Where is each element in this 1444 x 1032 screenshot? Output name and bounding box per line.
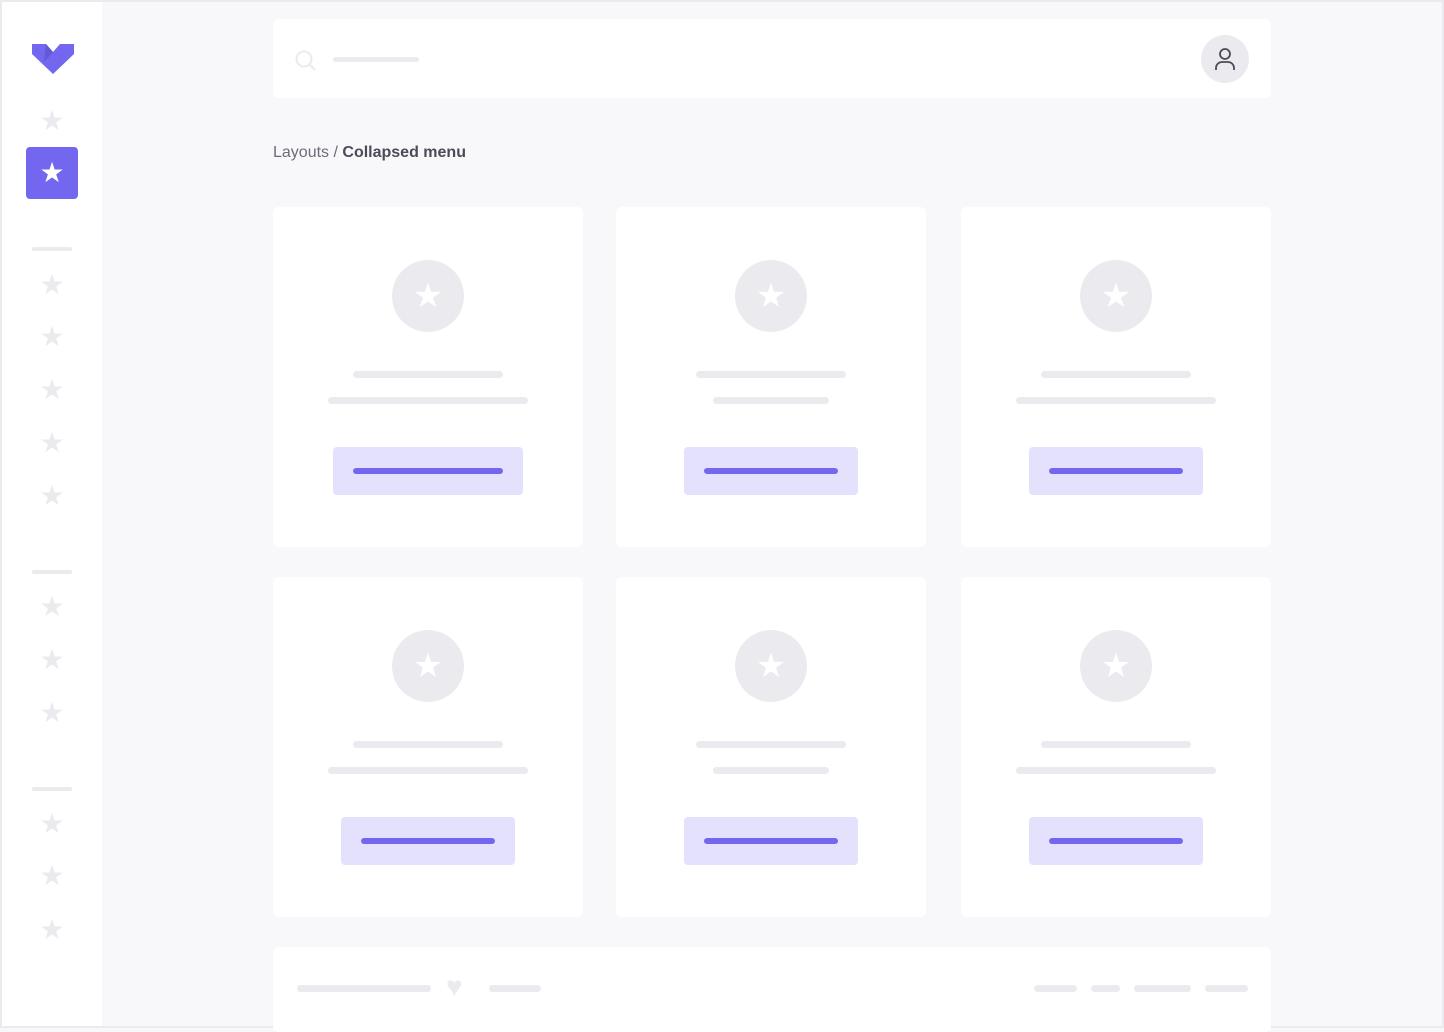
card: ★	[273, 577, 583, 917]
sidebar-item-star-icon[interactable]: ★	[39, 644, 65, 675]
search-input[interactable]	[333, 57, 419, 62]
sidebar-item-active-star-icon[interactable]: ★	[26, 147, 78, 199]
star-icon: ★	[392, 260, 464, 332]
card-button[interactable]	[333, 447, 523, 495]
card-title-placeholder	[696, 741, 846, 748]
card: ★	[616, 577, 926, 917]
sidebar-item-star-icon[interactable]: ★	[39, 914, 65, 945]
sidebar-item-star-icon[interactable]: ★	[39, 480, 65, 511]
user-icon	[1215, 48, 1235, 70]
card: ★	[961, 207, 1271, 547]
card: ★	[273, 207, 583, 547]
card-text-placeholder	[713, 397, 829, 404]
footer-link[interactable]	[1134, 985, 1191, 992]
card-text-placeholder	[328, 767, 528, 774]
footer-text-placeholder	[489, 985, 541, 992]
breadcrumb: Layouts / Collapsed menu	[273, 144, 466, 162]
sidebar-item-star-icon[interactable]: ★	[39, 105, 65, 136]
breadcrumb-separator: /	[329, 144, 343, 161]
star-icon: ★	[392, 630, 464, 702]
star-icon: ★	[735, 630, 807, 702]
heart-icon: ♥	[446, 971, 463, 1002]
card-button[interactable]	[684, 817, 858, 865]
card-title-placeholder	[1041, 371, 1191, 378]
breadcrumb-parent[interactable]: Layouts	[273, 144, 330, 161]
breadcrumb-current: Collapsed menu	[342, 144, 466, 161]
card-button[interactable]	[1029, 817, 1203, 865]
sidebar-divider	[32, 570, 72, 574]
card-title-placeholder	[1041, 741, 1191, 748]
sidebar-divider	[32, 247, 72, 251]
card-text-placeholder	[1016, 397, 1216, 404]
card-text-placeholder	[713, 767, 829, 774]
star-icon: ★	[1080, 630, 1152, 702]
card-title-placeholder	[696, 371, 846, 378]
card-button[interactable]	[341, 817, 515, 865]
top-navbar	[273, 19, 1271, 98]
star-icon: ★	[1080, 260, 1152, 332]
footer: ♥	[273, 947, 1271, 1032]
footer-text-placeholder	[297, 985, 431, 992]
sidebar-item-star-icon[interactable]: ★	[39, 269, 65, 300]
user-avatar-button[interactable]	[1201, 35, 1249, 83]
sidebar-divider	[32, 787, 72, 791]
star-icon: ★	[735, 260, 807, 332]
footer-link[interactable]	[1205, 985, 1248, 992]
card-button[interactable]	[684, 447, 858, 495]
card: ★	[961, 577, 1271, 917]
footer-link[interactable]	[1034, 985, 1077, 992]
sidebar-item-star-icon[interactable]: ★	[39, 427, 65, 458]
card-text-placeholder	[328, 397, 528, 404]
footer-link[interactable]	[1091, 985, 1120, 992]
sidebar-item-star-icon[interactable]: ★	[39, 321, 65, 352]
sidebar-item-star-icon[interactable]: ★	[39, 808, 65, 839]
sidebar: ★ ★ ★ ★ ★ ★ ★ ★ ★ ★ ★ ★ ★	[2, 2, 102, 1026]
card-title-placeholder	[353, 741, 503, 748]
sidebar-item-star-icon[interactable]: ★	[39, 697, 65, 728]
card-text-placeholder	[1016, 767, 1216, 774]
card: ★	[616, 207, 926, 547]
logo-icon[interactable]	[32, 44, 74, 74]
card-button[interactable]	[1029, 447, 1203, 495]
sidebar-item-star-icon[interactable]: ★	[39, 374, 65, 405]
card-title-placeholder	[353, 371, 503, 378]
search-icon[interactable]	[295, 50, 317, 72]
sidebar-item-star-icon[interactable]: ★	[39, 591, 65, 622]
sidebar-item-star-icon[interactable]: ★	[39, 860, 65, 891]
